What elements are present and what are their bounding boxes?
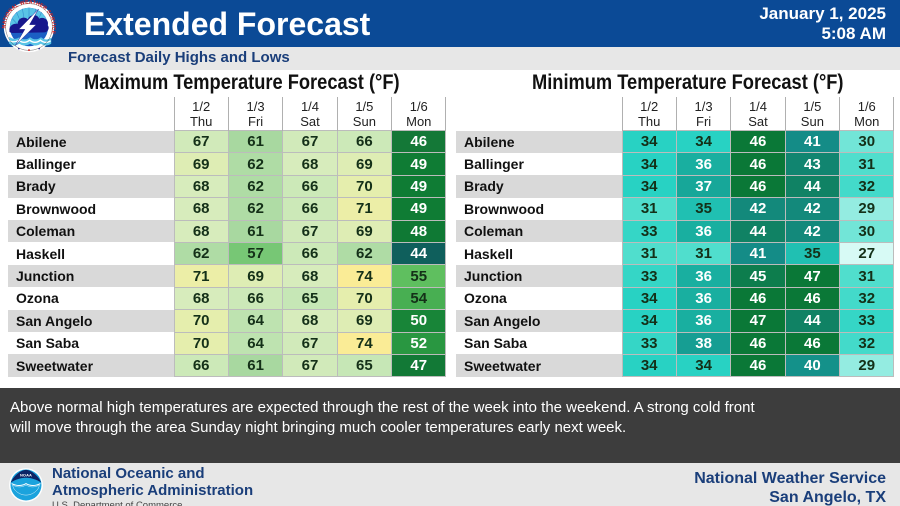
svg-text:NOAA: NOAA	[20, 473, 32, 478]
